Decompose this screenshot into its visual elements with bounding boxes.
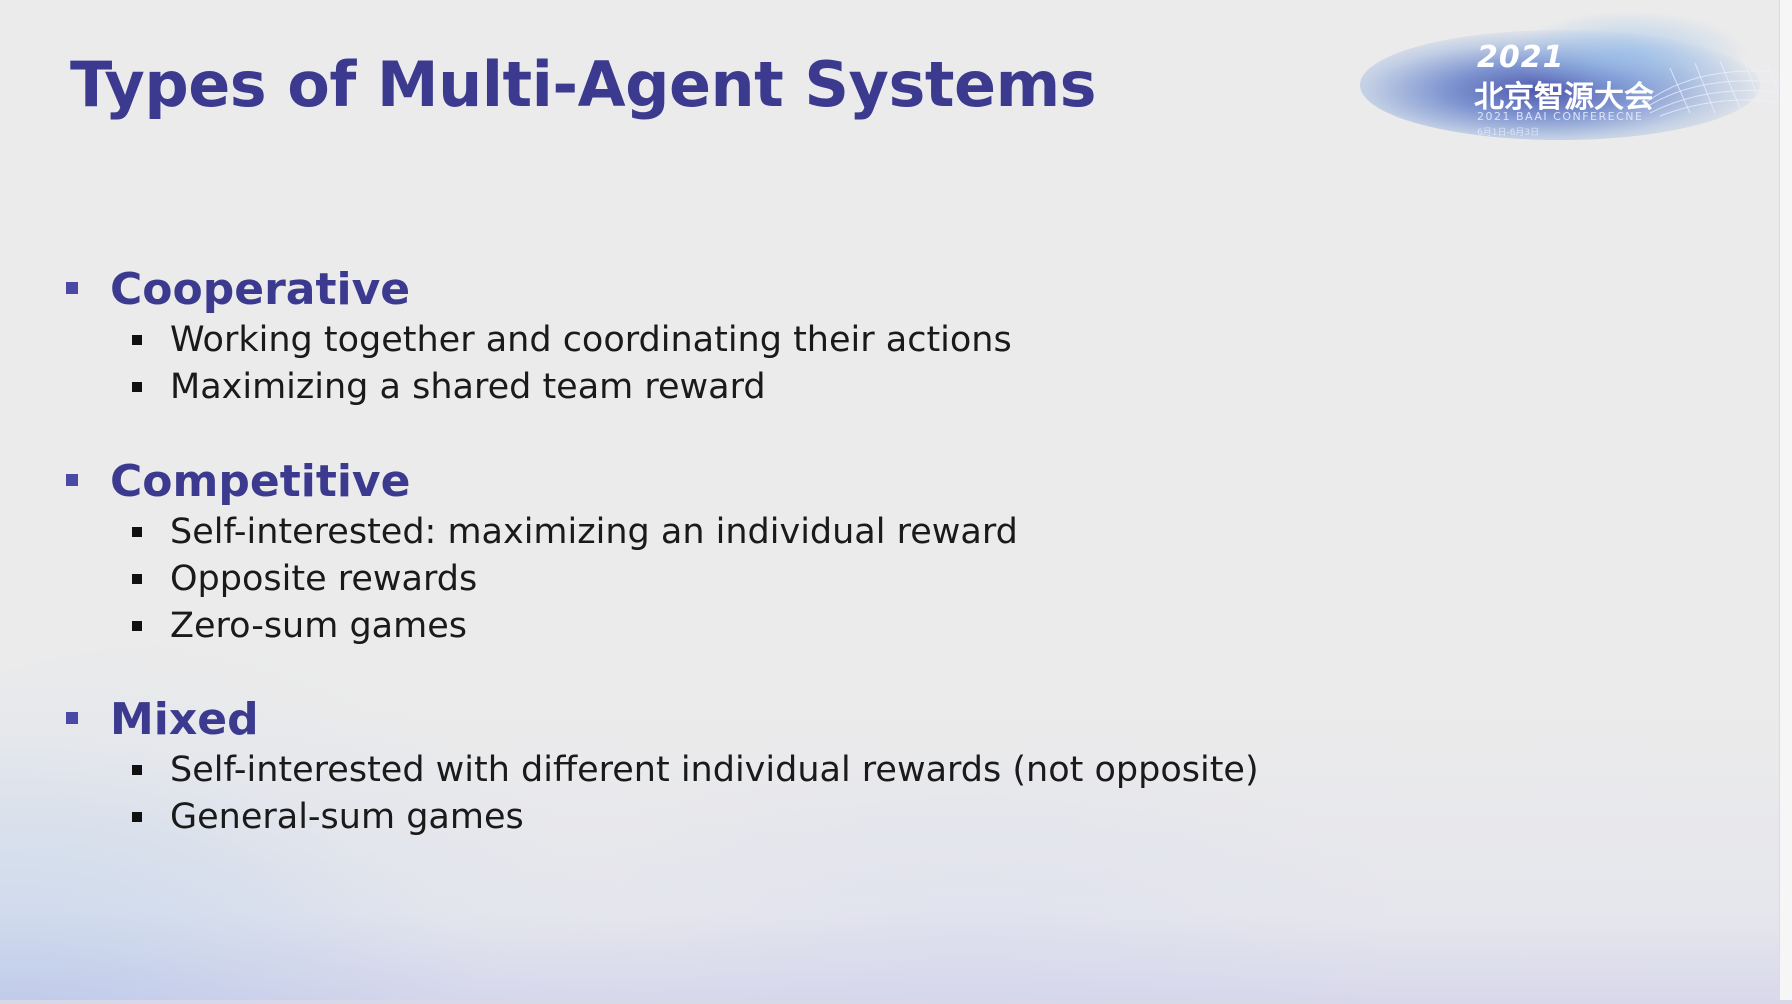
slide-bottom-edge xyxy=(0,1000,1792,1004)
square-bullet-icon xyxy=(132,621,142,631)
section-heading: Mixed xyxy=(110,692,259,748)
square-bullet-icon xyxy=(132,574,142,584)
logo-dates: 6月1日-6月3日 xyxy=(1477,125,1539,138)
conference-logo: 2021 北京智源大会 2021 BAAI CONFERECNE 6月1日-6月… xyxy=(1340,10,1790,160)
slide-title: Types of Multi-Agent Systems xyxy=(70,48,1096,121)
square-bullet-icon xyxy=(132,382,142,392)
section-heading: Cooperative xyxy=(110,262,410,318)
list-item-text: Maximizing a shared team reward xyxy=(170,365,766,409)
logo-mesh-graphic xyxy=(1640,58,1790,118)
square-bullet-icon xyxy=(132,812,142,822)
square-bullet-icon xyxy=(132,527,142,537)
list-item-text: General-sum games xyxy=(170,795,524,839)
list-item-text: Opposite rewards xyxy=(170,557,477,601)
section-heading: Competitive xyxy=(110,454,410,510)
list-item-text: Working together and coordinating their … xyxy=(170,318,1012,362)
square-bullet-icon xyxy=(132,765,142,775)
square-bullet-icon xyxy=(66,282,78,294)
list-item-text: Self-interested with different individua… xyxy=(170,748,1259,792)
list-item-text: Zero-sum games xyxy=(170,604,467,648)
logo-english-name: 2021 BAAI CONFERECNE xyxy=(1477,110,1643,123)
slide-right-edge xyxy=(1779,0,1792,1004)
list-item-text: Self-interested: maximizing an individua… xyxy=(170,510,1018,554)
square-bullet-icon xyxy=(66,712,78,724)
square-bullet-icon xyxy=(66,474,78,486)
logo-year: 2021 xyxy=(1477,40,1565,75)
square-bullet-icon xyxy=(132,335,142,345)
